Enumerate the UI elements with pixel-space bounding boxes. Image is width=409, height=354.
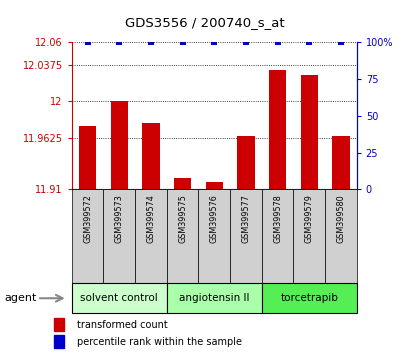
Text: GSM399576: GSM399576 <box>209 194 218 243</box>
Point <box>84 40 91 45</box>
Bar <box>72 283 166 313</box>
Point <box>274 40 280 45</box>
Bar <box>79 126 96 189</box>
Text: GSM399573: GSM399573 <box>115 194 124 243</box>
Text: angiotensin II: angiotensin II <box>179 293 249 303</box>
Text: torcetrapib: torcetrapib <box>280 293 337 303</box>
Bar <box>166 283 261 313</box>
Text: GSM399579: GSM399579 <box>304 194 313 243</box>
Bar <box>142 123 159 189</box>
Point <box>305 40 312 45</box>
Point <box>242 40 249 45</box>
Bar <box>293 189 324 283</box>
Bar <box>166 189 198 283</box>
Point <box>147 40 154 45</box>
Text: GSM399575: GSM399575 <box>178 194 187 243</box>
Bar <box>198 189 229 283</box>
Text: agent: agent <box>4 293 36 303</box>
Bar <box>236 136 254 189</box>
Bar <box>110 101 128 189</box>
Text: GSM399577: GSM399577 <box>241 194 250 243</box>
Bar <box>173 178 191 189</box>
Text: GSM399572: GSM399572 <box>83 194 92 243</box>
Bar <box>54 335 64 348</box>
Text: solvent control: solvent control <box>80 293 158 303</box>
Point <box>210 40 217 45</box>
Point <box>337 40 343 45</box>
Bar <box>205 182 222 189</box>
Text: transformed count: transformed count <box>77 320 168 330</box>
Point <box>116 40 122 45</box>
Bar <box>300 75 317 189</box>
Bar <box>261 283 356 313</box>
Text: GSM399578: GSM399578 <box>272 194 281 243</box>
Point <box>179 40 185 45</box>
Bar <box>229 189 261 283</box>
Bar <box>103 189 135 283</box>
Text: GSM399580: GSM399580 <box>335 194 344 243</box>
Bar <box>135 189 166 283</box>
Bar <box>268 70 285 189</box>
Bar <box>331 136 349 189</box>
Text: percentile rank within the sample: percentile rank within the sample <box>77 337 242 347</box>
Bar <box>324 189 356 283</box>
Text: GSM399574: GSM399574 <box>146 194 155 243</box>
Text: GDS3556 / 200740_s_at: GDS3556 / 200740_s_at <box>125 17 284 29</box>
Bar <box>54 318 64 331</box>
Bar <box>72 189 103 283</box>
Bar <box>261 189 293 283</box>
